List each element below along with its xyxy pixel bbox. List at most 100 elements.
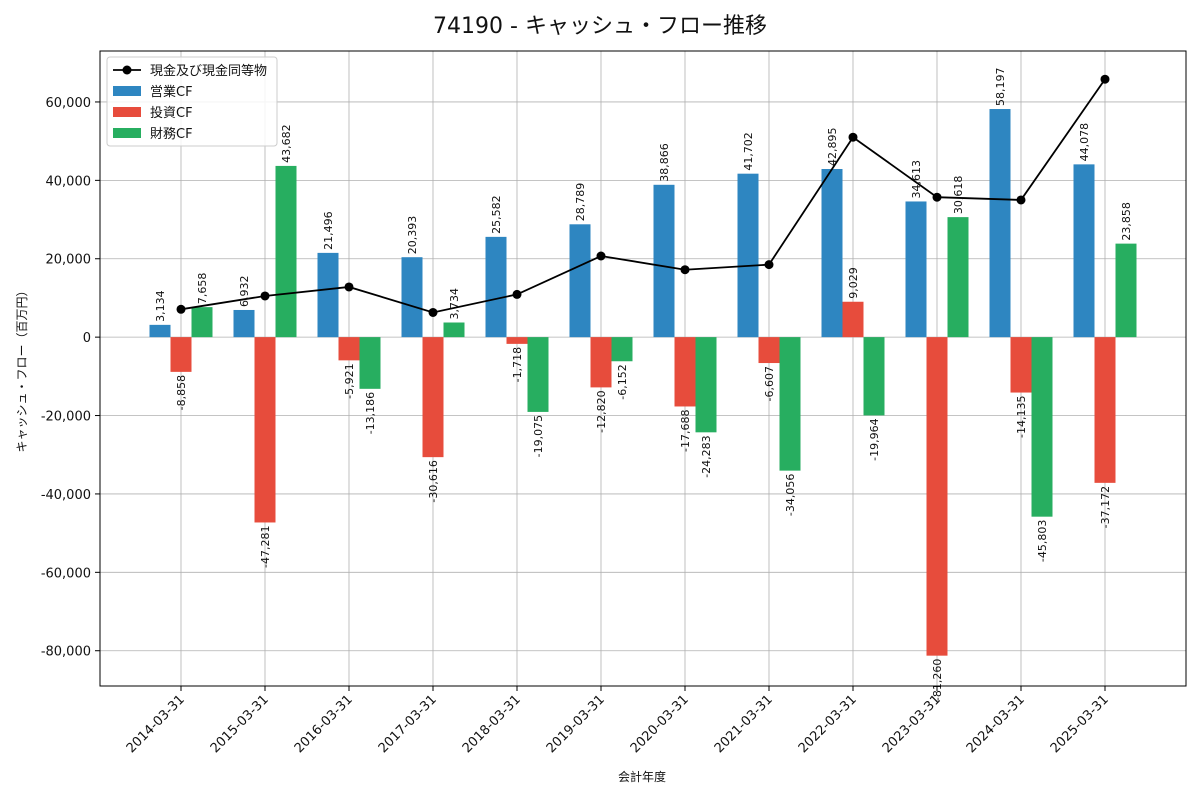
y-tick-label: 20,000 [46, 253, 92, 268]
x-axis-label: 会計年度 [618, 769, 666, 784]
data-label: 28,789 [574, 183, 587, 222]
data-label: 42,895 [826, 128, 839, 167]
legend-label: 営業CF [150, 84, 193, 100]
data-label: 20,393 [406, 216, 419, 255]
legend-swatch [113, 86, 141, 96]
data-label: 44,078 [1078, 123, 1091, 162]
data-label: -6,607 [763, 366, 776, 401]
bar [1115, 243, 1137, 338]
bar [149, 324, 171, 338]
data-label: 21,496 [322, 211, 335, 250]
cash-point [1016, 195, 1026, 205]
bar [1094, 337, 1116, 483]
cash-line-layer [176, 74, 1110, 317]
data-label: -6,152 [616, 364, 629, 399]
cash-point [176, 304, 186, 314]
bar [233, 309, 255, 338]
data-label: -8,858 [175, 375, 188, 410]
bar [317, 252, 339, 338]
y-tick-label: -20,000 [41, 410, 91, 425]
cash-point [260, 291, 270, 301]
cash-point [428, 307, 438, 317]
x-tick-label: 2014-03-31 [124, 692, 188, 756]
bar [758, 337, 780, 364]
data-labels: 3,134 6,932 21,496 20,393 25,582 28,789 38,866… [154, 68, 1133, 702]
cash-point [596, 251, 606, 261]
x-tick-label: 2017-03-31 [376, 692, 440, 756]
cash-point [344, 282, 354, 292]
cash-point [512, 289, 522, 299]
x-tick-label: 2020-03-31 [628, 692, 692, 756]
legend-frame [106, 56, 278, 147]
bar [905, 201, 927, 338]
bar [737, 173, 759, 338]
bar [170, 337, 192, 372]
data-label: -13,186 [364, 392, 377, 434]
data-label: -12,820 [595, 390, 608, 432]
bar [1073, 164, 1095, 338]
bar [359, 337, 381, 389]
legend-label: 投資CF [150, 105, 193, 121]
x-tick-label: 2016-03-31 [292, 692, 356, 756]
bar [401, 257, 423, 338]
data-label: -5,921 [343, 363, 356, 398]
data-label: -1,718 [511, 347, 524, 382]
y-tick-label: -40,000 [41, 488, 91, 503]
data-label: 6,932 [238, 275, 251, 307]
bar [527, 337, 549, 412]
data-label: 41,702 [742, 132, 755, 171]
data-label: 3,734 [448, 288, 461, 320]
data-label: -34,056 [784, 474, 797, 516]
bar [590, 337, 612, 388]
data-label: -17,688 [679, 409, 692, 451]
data-label: -81,260 [931, 659, 944, 701]
bar [1031, 337, 1053, 517]
x-axis-ticks: 2014-03-31 2015-03-31 2016-03-31 2017-03-31… [124, 686, 1112, 756]
legend-swatch [113, 107, 141, 117]
cash-point [680, 265, 690, 275]
data-label: -37,172 [1099, 486, 1112, 528]
x-tick-label: 2025-03-31 [1048, 692, 1112, 756]
x-tick-label: 2024-03-31 [964, 692, 1028, 756]
cash-point [1100, 74, 1110, 84]
y-tick-label: 0 [83, 331, 91, 346]
cash-line [180, 78, 1106, 314]
bar [695, 337, 717, 433]
bar [485, 236, 507, 338]
bar [1010, 337, 1032, 393]
y-axis-ticks: -80,000 -60,000 -40,000 -20,000 0 20,000 40,00… [41, 96, 100, 660]
bar [611, 337, 633, 362]
bar [443, 322, 465, 338]
y-tick-label: 60,000 [46, 96, 92, 111]
x-tick-label: 2022-03-31 [796, 692, 860, 756]
bar [422, 337, 444, 458]
data-label: 23,858 [1120, 202, 1133, 241]
y-tick-label: 40,000 [46, 174, 92, 189]
legend-label: 現金及び現金同等物 [150, 63, 267, 79]
bar [191, 307, 213, 338]
x-tick-label: 2018-03-31 [460, 692, 524, 756]
x-tick-label: 2021-03-31 [712, 692, 776, 756]
bar [779, 337, 801, 471]
data-label: 3,134 [154, 290, 167, 322]
data-label: 9,029 [847, 267, 860, 299]
data-label: 30,618 [952, 176, 965, 215]
bar [989, 109, 1011, 338]
x-tick-label: 2019-03-31 [544, 692, 608, 756]
bar [926, 337, 948, 656]
bar [506, 337, 528, 344]
bar [275, 165, 297, 338]
plot-frame [99, 50, 1187, 687]
y-tick-label: -60,000 [41, 566, 91, 581]
cash-point [764, 260, 774, 270]
bar [653, 184, 675, 338]
cash-point [848, 132, 858, 142]
data-label: 58,197 [994, 68, 1007, 107]
data-label: 34,613 [910, 160, 923, 199]
x-tick-label: 2015-03-31 [208, 692, 272, 756]
data-label: -24,283 [700, 435, 713, 477]
bar [674, 337, 696, 407]
y-axis-label: キャッシュ・フロー（百万円） [15, 284, 29, 452]
